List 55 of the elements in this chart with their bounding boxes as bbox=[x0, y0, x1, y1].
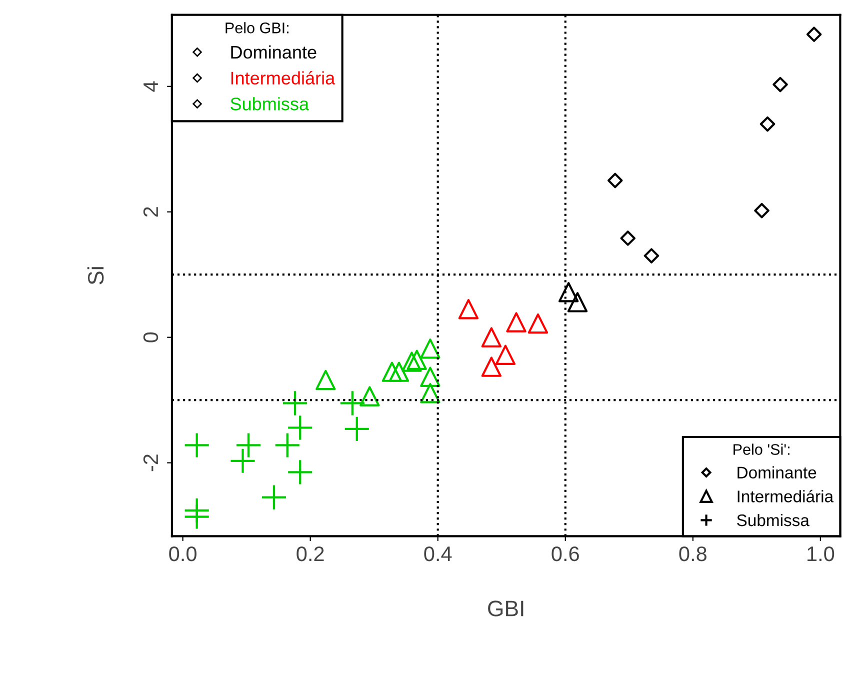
point bbox=[458, 299, 479, 320]
x-tick-label: 0.4 bbox=[424, 546, 452, 562]
point bbox=[481, 356, 502, 377]
point bbox=[275, 433, 300, 458]
point bbox=[236, 433, 261, 458]
y-tick-label: 4 bbox=[144, 81, 158, 92]
point bbox=[230, 448, 255, 473]
point bbox=[402, 352, 422, 372]
point bbox=[283, 391, 308, 416]
point bbox=[360, 386, 380, 406]
x-tick-label: 0.2 bbox=[296, 546, 324, 562]
point bbox=[340, 391, 364, 416]
point bbox=[184, 433, 209, 458]
x-tick-label: 0.0 bbox=[169, 546, 196, 562]
point bbox=[262, 485, 286, 510]
point bbox=[382, 362, 402, 382]
point bbox=[760, 116, 776, 132]
annotation: Intermediária bbox=[738, 490, 834, 502]
x-tick-label: 1.0 bbox=[808, 546, 834, 562]
point bbox=[288, 416, 312, 440]
point bbox=[644, 248, 660, 264]
point bbox=[495, 344, 516, 365]
point bbox=[620, 230, 636, 246]
point bbox=[184, 504, 209, 529]
point bbox=[420, 338, 440, 359]
point bbox=[420, 366, 440, 387]
y-tick-label: 2 bbox=[143, 207, 158, 217]
point bbox=[344, 416, 369, 441]
point bbox=[754, 202, 770, 218]
point bbox=[481, 327, 502, 348]
point bbox=[567, 292, 588, 312]
annotation: Submissa bbox=[230, 97, 310, 110]
annotation: Dominante bbox=[738, 466, 816, 478]
annotation: Submissa bbox=[737, 514, 810, 526]
y-tick-label: -2 bbox=[143, 454, 158, 472]
annotation: Intermediária bbox=[231, 71, 336, 85]
point bbox=[607, 172, 623, 188]
x-tick-label: 0.6 bbox=[552, 546, 579, 562]
point bbox=[316, 370, 336, 390]
point bbox=[806, 26, 822, 42]
point bbox=[772, 76, 788, 92]
point bbox=[506, 312, 526, 332]
point bbox=[558, 282, 579, 302]
point bbox=[406, 350, 427, 370]
annotation: Pelo GBI: bbox=[226, 22, 288, 34]
point bbox=[528, 313, 548, 334]
x-axis-title: GBI bbox=[488, 600, 524, 616]
point bbox=[420, 383, 440, 404]
annotation: Dominante bbox=[231, 45, 316, 59]
y-tick-label: 0 bbox=[143, 332, 158, 342]
annotation: Pelo 'Si': bbox=[734, 444, 790, 455]
x-tick-label: 0.8 bbox=[679, 546, 706, 562]
y-axis-title: Si bbox=[87, 267, 104, 284]
point bbox=[388, 362, 410, 382]
point bbox=[288, 460, 312, 484]
